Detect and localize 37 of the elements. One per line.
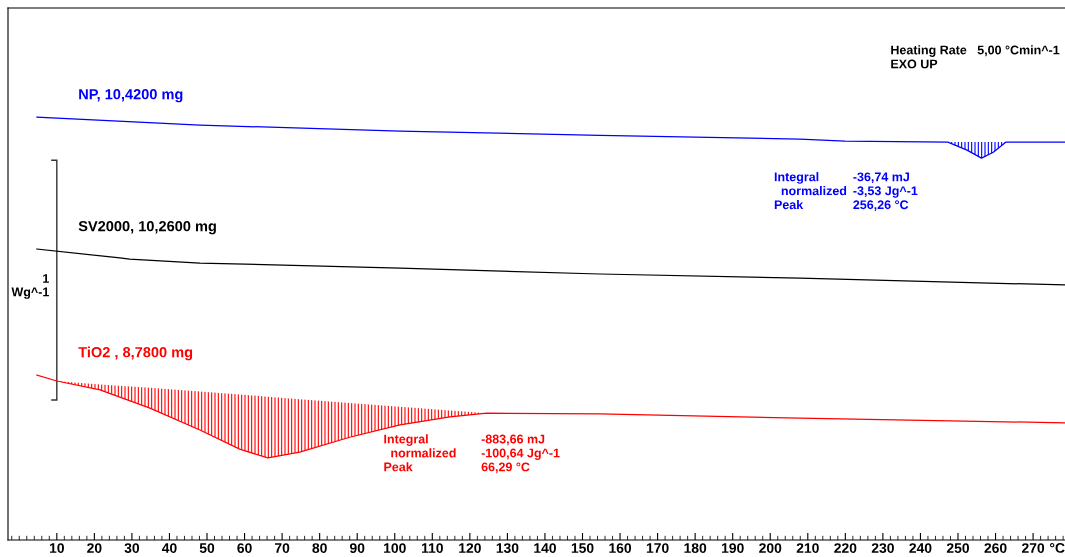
x-tick-label: 200 <box>759 543 782 553</box>
annotation: -883,66 mJ -100,64 Jg^-1 66,29 °C <box>481 434 560 474</box>
x-tick-label: 20 <box>87 543 102 553</box>
annotation: Integral normalized Peak <box>384 434 456 472</box>
x-tick-label: 220 <box>834 543 857 553</box>
x-tick-label: 60 <box>237 543 252 553</box>
x-tick-label: 180 <box>684 543 707 553</box>
annotation: -36,74 mJ -3,53 Jg^-1 256,26 °C <box>853 172 918 211</box>
x-tick-label: 250 <box>946 543 969 553</box>
series-label: SV2000, 10,2600 mg <box>78 220 216 235</box>
x-tick-label: 130 <box>496 543 519 553</box>
x-tick-label: 40 <box>161 543 177 553</box>
x-tick-label: 170 <box>646 543 669 553</box>
x-tick-label: 70 <box>274 543 290 553</box>
text: Heating Rate 5,00 °Cmin^-1 EXO UP <box>891 45 1060 69</box>
x-tick-label: 240 <box>909 543 932 553</box>
x-tick-label: 90 <box>349 543 365 553</box>
x-tick-label: 230 <box>871 543 894 553</box>
y-axis-title: 1 Wg^-1 <box>11 274 49 299</box>
x-tick-label: 270 <box>1021 543 1045 553</box>
x-tick-label: 140 <box>534 543 556 553</box>
series-label: NP, 10,4200 mg <box>79 89 183 103</box>
x-tick-label: 150 <box>571 543 594 553</box>
x-tick-label: 160 <box>609 543 632 553</box>
x-tick-label: 260 <box>984 543 1007 553</box>
x-tick-label: 30 <box>124 543 140 553</box>
x-tick-label: 80 <box>312 543 327 553</box>
x-tick-label: 50 <box>199 543 215 553</box>
x-tick-label: 190 <box>721 543 744 553</box>
x-axis-title: °C <box>1050 543 1065 553</box>
series-label: TiO2 , 8,7800 mg <box>78 346 193 361</box>
x-tick-label: 10 <box>49 543 64 553</box>
annotation: Integral normalized Peak <box>774 172 847 210</box>
x-tick-label: 110 <box>421 543 443 553</box>
x-tick-label: 210 <box>796 543 819 553</box>
x-tick-label: 100 <box>384 543 406 553</box>
x-tick-label: 120 <box>459 543 481 553</box>
